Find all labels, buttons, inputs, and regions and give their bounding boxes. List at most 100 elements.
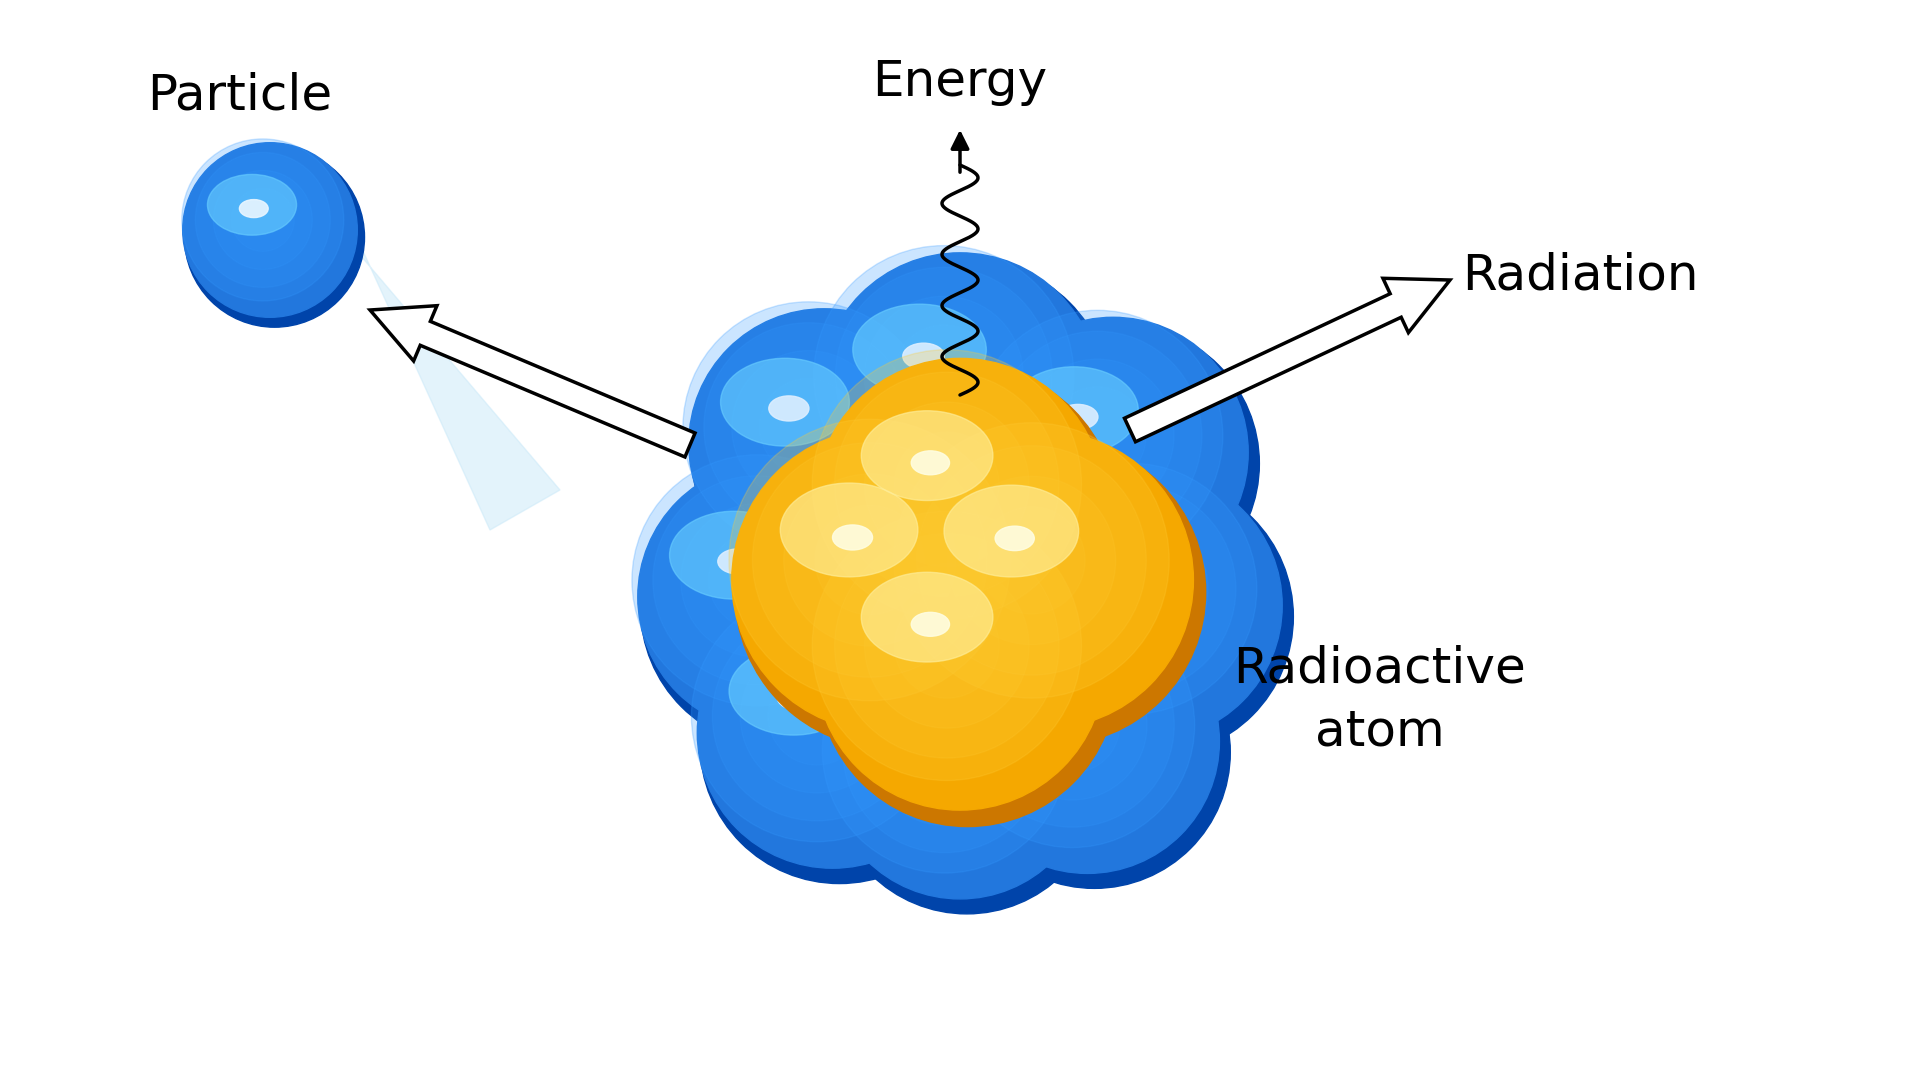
- Circle shape: [864, 564, 1029, 728]
- Circle shape: [705, 323, 912, 531]
- Circle shape: [230, 188, 294, 252]
- Circle shape: [958, 617, 1231, 889]
- Circle shape: [950, 603, 1194, 848]
- Circle shape: [835, 267, 1052, 484]
- Circle shape: [783, 474, 956, 646]
- Circle shape: [691, 315, 970, 595]
- Circle shape: [897, 703, 993, 798]
- Circle shape: [812, 350, 1081, 619]
- Circle shape: [1012, 470, 1283, 741]
- Circle shape: [822, 629, 1068, 873]
- Circle shape: [741, 639, 893, 793]
- Circle shape: [947, 476, 1116, 645]
- Ellipse shape: [858, 684, 985, 769]
- Ellipse shape: [1044, 519, 1173, 608]
- Ellipse shape: [945, 485, 1079, 577]
- Circle shape: [998, 650, 1146, 800]
- Circle shape: [1006, 463, 1258, 714]
- Ellipse shape: [995, 526, 1035, 551]
- Circle shape: [1048, 387, 1146, 485]
- Circle shape: [972, 310, 1223, 562]
- Text: Energy: Energy: [872, 58, 1048, 106]
- Circle shape: [184, 147, 365, 327]
- Ellipse shape: [862, 410, 993, 500]
- Ellipse shape: [670, 511, 799, 599]
- Circle shape: [993, 332, 1202, 540]
- Circle shape: [818, 527, 1117, 826]
- Ellipse shape: [730, 647, 858, 735]
- Ellipse shape: [862, 572, 993, 662]
- Circle shape: [864, 296, 1023, 455]
- Ellipse shape: [987, 658, 1112, 743]
- Circle shape: [637, 462, 908, 732]
- Ellipse shape: [720, 359, 849, 446]
- Polygon shape: [1125, 279, 1450, 442]
- Circle shape: [691, 591, 943, 841]
- Circle shape: [895, 594, 998, 698]
- Circle shape: [735, 436, 1048, 748]
- Circle shape: [1027, 484, 1236, 693]
- Text: Radioactive
atom: Radioactive atom: [1235, 645, 1526, 756]
- Circle shape: [895, 432, 998, 537]
- Circle shape: [641, 469, 920, 747]
- Circle shape: [689, 309, 960, 579]
- Circle shape: [843, 649, 1046, 853]
- Circle shape: [818, 366, 1117, 665]
- Circle shape: [814, 519, 1106, 810]
- Circle shape: [768, 667, 866, 765]
- Circle shape: [870, 676, 1020, 825]
- Polygon shape: [371, 306, 695, 457]
- Ellipse shape: [912, 612, 950, 636]
- Circle shape: [956, 609, 1219, 874]
- Circle shape: [828, 635, 1092, 899]
- Circle shape: [812, 511, 1081, 781]
- Circle shape: [916, 446, 1146, 675]
- Circle shape: [760, 378, 856, 476]
- Ellipse shape: [912, 450, 950, 475]
- Ellipse shape: [780, 483, 918, 577]
- Circle shape: [835, 534, 1060, 758]
- Circle shape: [730, 419, 1010, 701]
- Circle shape: [897, 432, 1194, 728]
- Ellipse shape: [906, 720, 945, 744]
- Circle shape: [1025, 677, 1119, 773]
- Circle shape: [977, 318, 1248, 588]
- Circle shape: [632, 455, 883, 705]
- Circle shape: [653, 475, 862, 685]
- Circle shape: [697, 598, 968, 868]
- Ellipse shape: [1010, 367, 1139, 455]
- Circle shape: [182, 143, 357, 318]
- Circle shape: [831, 642, 1102, 914]
- Ellipse shape: [240, 200, 269, 217]
- Circle shape: [753, 443, 987, 677]
- Text: Radiation: Radiation: [1461, 251, 1699, 299]
- Ellipse shape: [718, 549, 758, 573]
- Circle shape: [1083, 540, 1181, 637]
- Ellipse shape: [852, 305, 987, 395]
- Ellipse shape: [902, 343, 945, 369]
- Circle shape: [981, 324, 1260, 603]
- Circle shape: [814, 245, 1073, 505]
- Circle shape: [182, 139, 344, 301]
- Circle shape: [977, 507, 1085, 613]
- Ellipse shape: [1033, 694, 1073, 719]
- Circle shape: [708, 531, 806, 629]
- Circle shape: [864, 402, 1029, 567]
- Ellipse shape: [768, 396, 808, 421]
- Circle shape: [1054, 512, 1208, 665]
- Circle shape: [835, 373, 1060, 596]
- Circle shape: [895, 422, 1169, 698]
- Circle shape: [732, 351, 885, 504]
- Circle shape: [814, 505, 924, 615]
- Circle shape: [682, 503, 833, 657]
- Polygon shape: [332, 185, 561, 530]
- Circle shape: [824, 260, 1112, 549]
- Circle shape: [893, 325, 995, 427]
- Ellipse shape: [1092, 557, 1133, 582]
- Circle shape: [820, 253, 1100, 534]
- Circle shape: [814, 359, 1106, 649]
- Circle shape: [712, 611, 922, 821]
- Circle shape: [900, 440, 1206, 745]
- Circle shape: [732, 429, 1035, 732]
- Circle shape: [1014, 477, 1294, 756]
